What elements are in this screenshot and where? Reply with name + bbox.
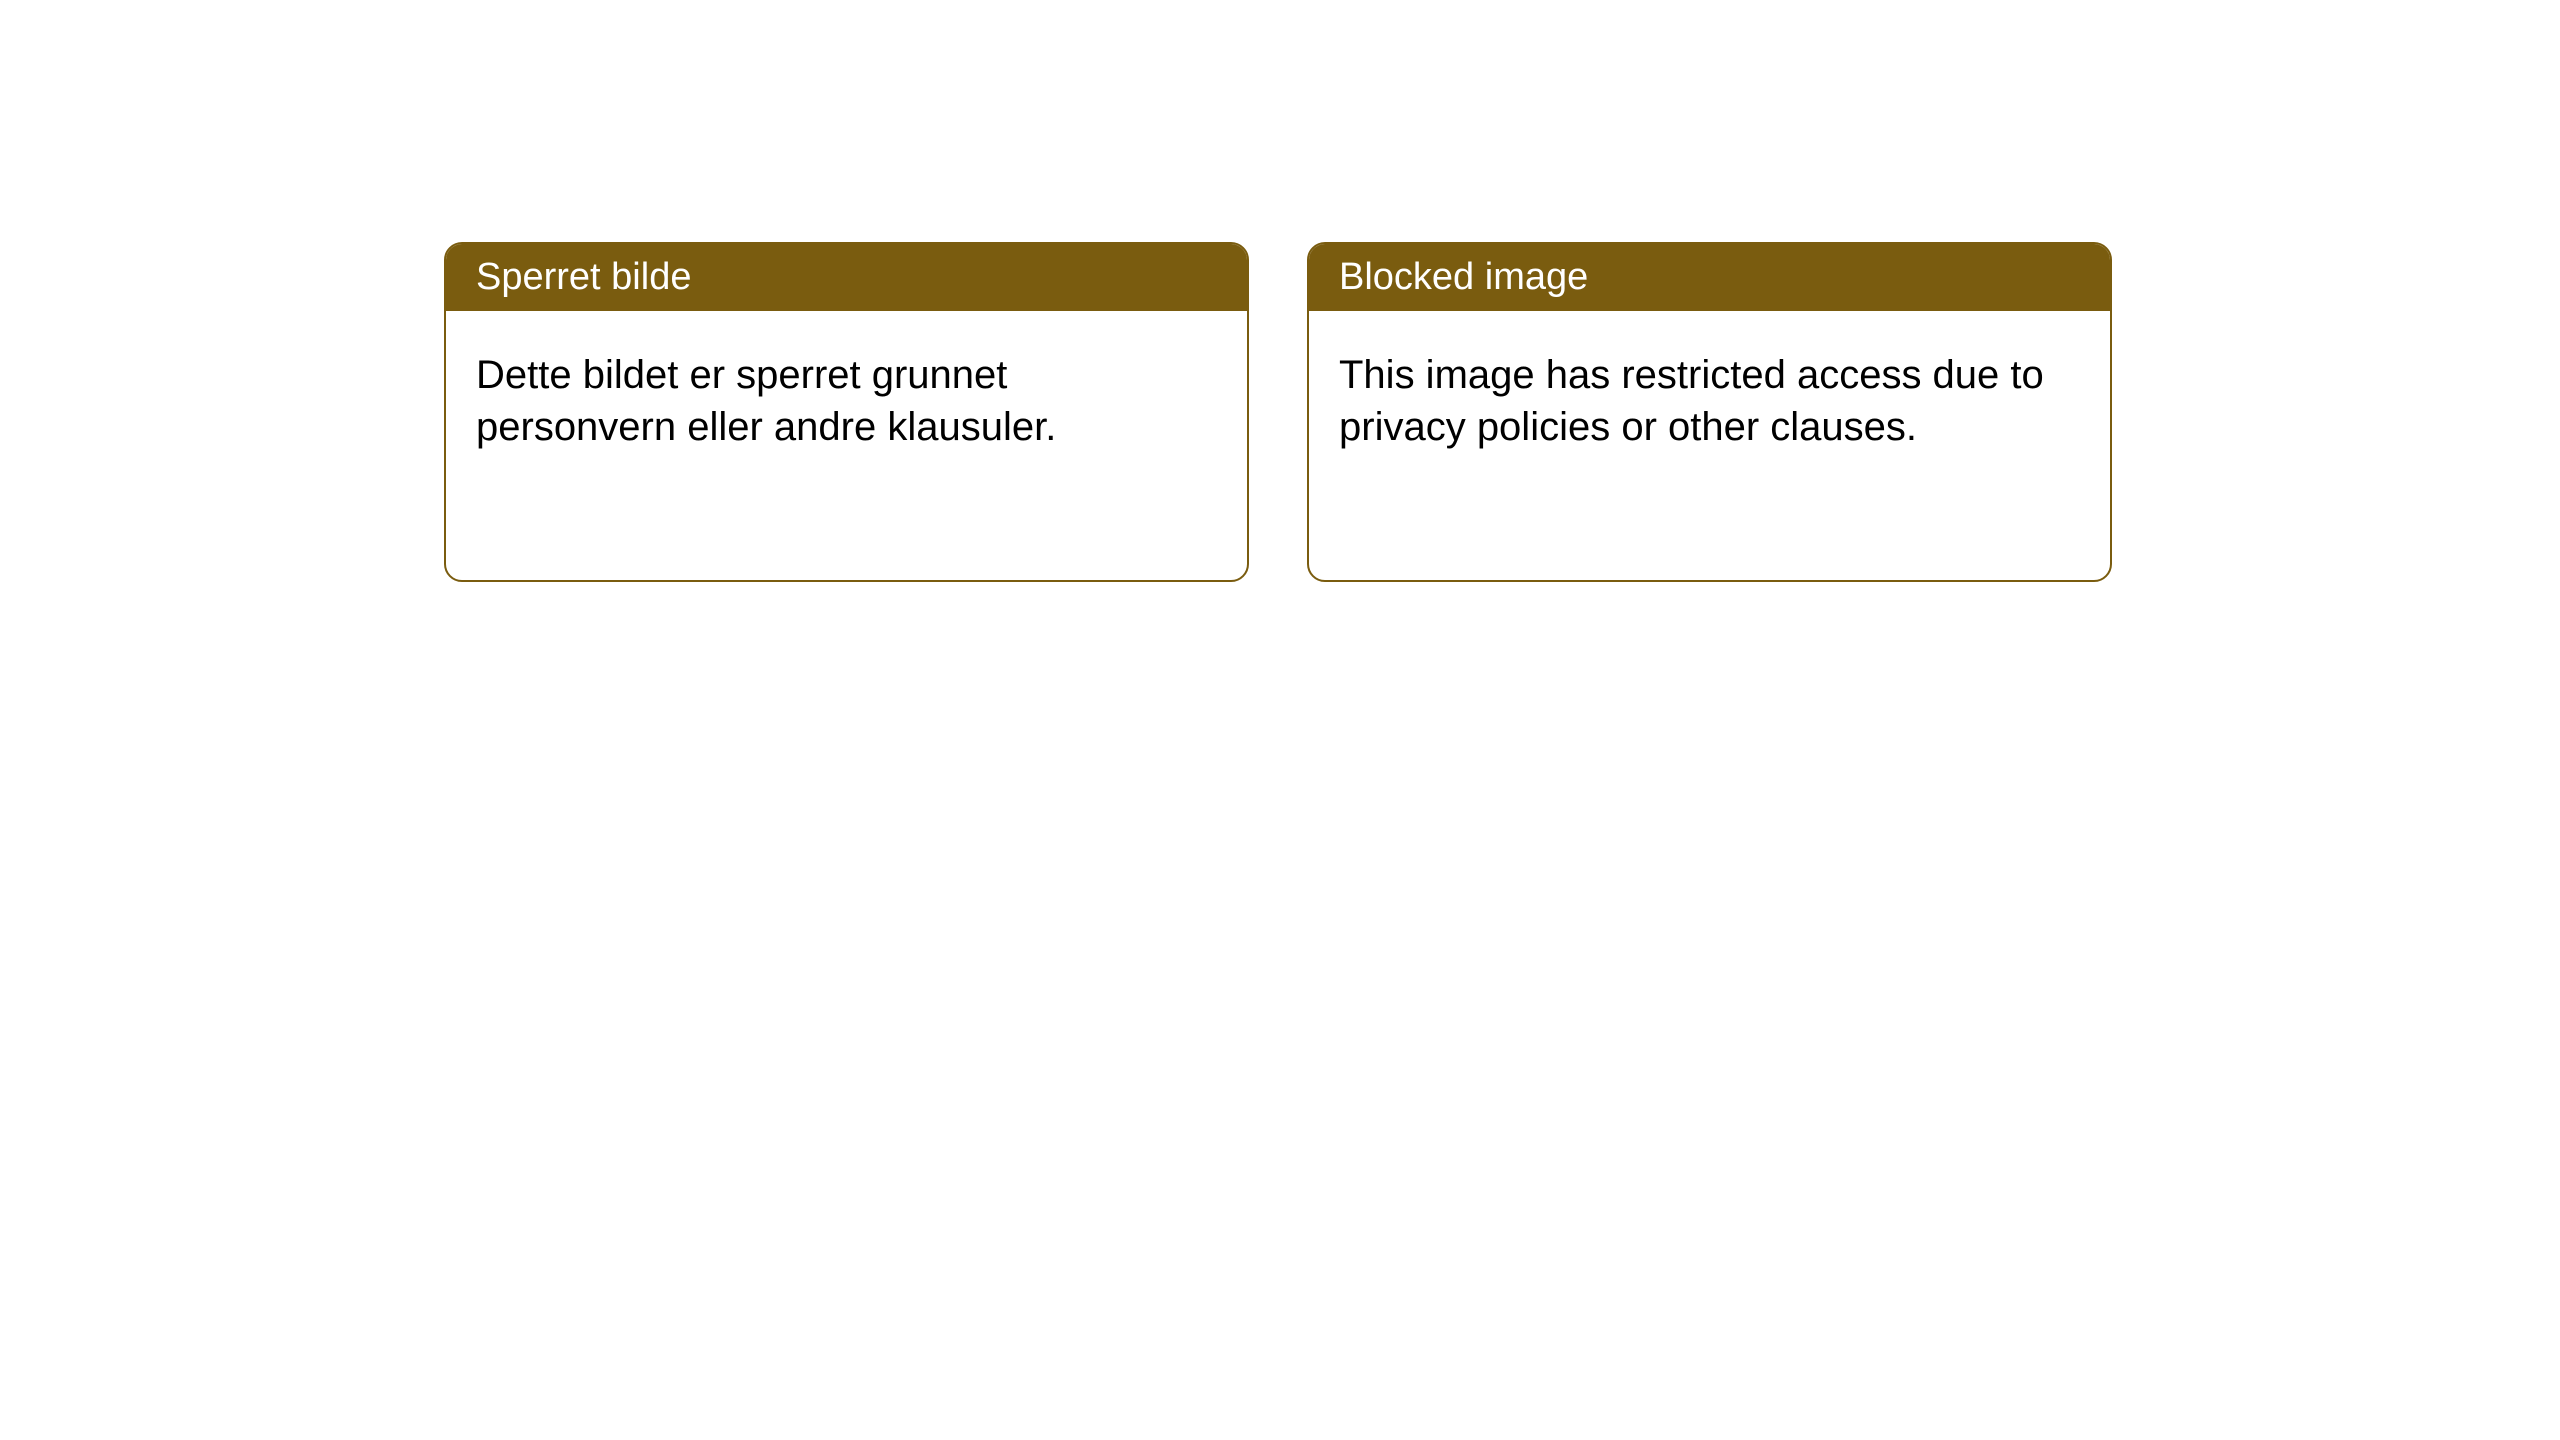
- card-header: Sperret bilde: [446, 244, 1247, 311]
- card-header: Blocked image: [1309, 244, 2110, 311]
- card-body: This image has restricted access due to …: [1309, 311, 2110, 491]
- card-title: Sperret bilde: [476, 256, 691, 298]
- card-body-text: This image has restricted access due to …: [1339, 353, 2044, 449]
- notice-container: Sperret bilde Dette bildet er sperret gr…: [444, 242, 2112, 582]
- card-body: Dette bildet er sperret grunnet personve…: [446, 311, 1247, 491]
- notice-card-english: Blocked image This image has restricted …: [1307, 242, 2112, 582]
- card-title: Blocked image: [1339, 256, 1588, 298]
- notice-card-norwegian: Sperret bilde Dette bildet er sperret gr…: [444, 242, 1249, 582]
- card-body-text: Dette bildet er sperret grunnet personve…: [476, 353, 1056, 449]
